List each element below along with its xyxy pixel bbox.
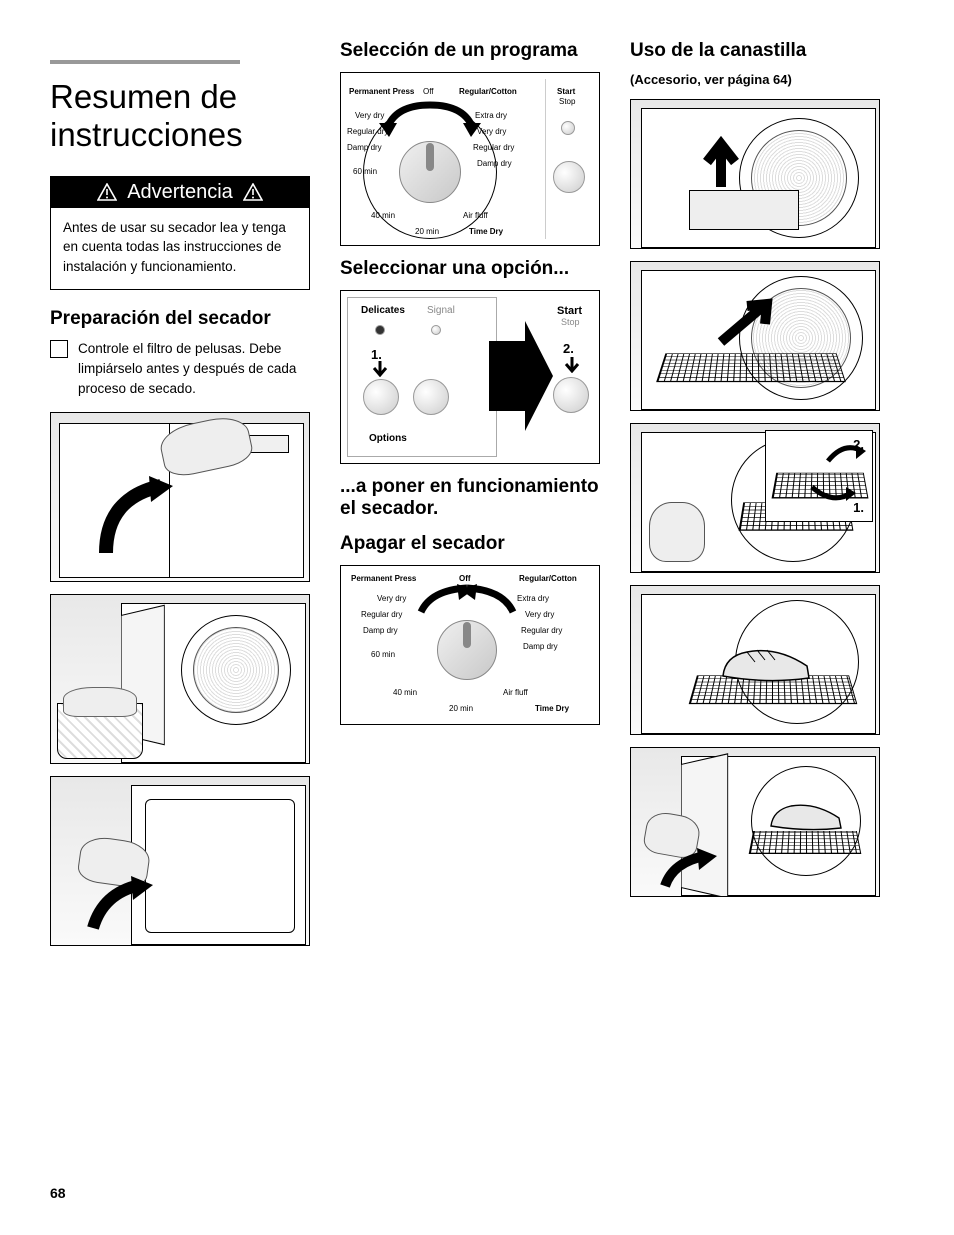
illus-program-dial: Permanent Press Off Regular/Cotton Very … — [340, 72, 600, 246]
lbl-off-ddr: Damp dry — [523, 642, 558, 651]
lbl-off-ed: Extra dry — [517, 594, 549, 603]
illus-off-dial: Permanent Press Off Regular/Cotton Very … — [340, 565, 600, 725]
lbl-very-dry-l: Very dry — [355, 111, 384, 120]
warning-body-text: Antes de usar su secador lea y tenga en … — [51, 208, 309, 289]
prep-heading: Preparación del secador — [50, 308, 310, 330]
lbl-40: 40 min — [371, 211, 395, 220]
option-button-1-icon — [363, 379, 399, 415]
lbl-off-td: Time Dry — [535, 704, 569, 713]
column-2: Selección de un programa Permanent Press… — [340, 40, 600, 958]
lbl-airfluff: Air fluff — [463, 211, 488, 220]
lbl-off-pp: Permanent Press — [351, 574, 416, 583]
lbl-off-60: 60 min — [371, 650, 395, 659]
warning-triangle-icon — [97, 183, 117, 201]
select-option-heading: Seleccionar una opción... — [340, 258, 600, 280]
indicator-light-icon — [561, 121, 575, 135]
illus-basket-3: 2. 1. — [630, 423, 880, 573]
lbl-reg-dry-l: Regular dry — [347, 127, 388, 136]
lbl-reg-dry-r: Regular dry — [473, 143, 514, 152]
step-2-label: 2. — [563, 341, 574, 356]
lbl-60: 60 min — [353, 167, 377, 176]
lbl-options: Options — [369, 433, 407, 444]
warning-triangle-icon — [243, 183, 263, 201]
checklist-row: Controle el filtro de pelusas. Debe limp… — [50, 339, 310, 398]
basket-heading: Uso de la canastilla — [630, 40, 880, 62]
lbl-off-rd: Regular dry — [361, 610, 402, 619]
select-program-heading: Selección de un programa — [340, 40, 600, 62]
turn-off-heading: Apagar el secador — [340, 533, 600, 555]
column-1: Resumen de instrucciones Advertencia Ant… — [50, 40, 310, 958]
delicates-indicator-icon — [375, 325, 385, 335]
lbl-off-rc: Regular/Cotton — [519, 574, 577, 583]
lbl-extra-dry: Extra dry — [475, 111, 507, 120]
lbl-stop-2: Stop — [561, 317, 580, 327]
illus-basket-1 — [630, 99, 880, 249]
warning-box: Advertencia Antes de usar su secador lea… — [50, 176, 310, 290]
lbl-off-vd: Very dry — [377, 594, 406, 603]
arrow-in-icon — [711, 292, 781, 352]
column-3: Uso de la canastilla (Accesorio, ver pág… — [630, 40, 880, 958]
page-number: 68 — [50, 1185, 66, 1201]
start-button-icon — [553, 161, 585, 193]
illus-close-door — [50, 776, 310, 946]
lbl-very-dry-r: Very dry — [477, 127, 506, 136]
lbl-off: Off — [423, 87, 434, 96]
illus-basket-5 — [630, 747, 880, 897]
illus-load-laundry — [50, 594, 310, 764]
lbl-reg-cotton: Regular/Cotton — [459, 87, 517, 96]
page-title: Resumen de instrucciones — [50, 78, 310, 154]
lbl-signal: Signal — [427, 305, 455, 316]
option-button-2-icon — [413, 379, 449, 415]
illus-options-panel: Delicates Signal 1. Options Start Stop 2… — [340, 290, 600, 464]
lbl-start: Start — [557, 87, 575, 96]
flow-arrow-icon — [489, 321, 553, 431]
lbl-damp-dry-l: Damp dry — [347, 143, 382, 152]
lbl-off-off: Off — [459, 574, 471, 583]
lbl-20: 20 min — [415, 227, 439, 236]
arrow-close-icon — [657, 848, 725, 894]
checkbox-icon — [50, 340, 68, 358]
lbl-off-20: 20 min — [449, 704, 473, 713]
illus-basket-2 — [630, 261, 880, 411]
lbl-perm-press: Permanent Press — [349, 87, 414, 96]
lbl-off-rdr: Regular dry — [521, 626, 562, 635]
title-rule — [50, 60, 240, 64]
check-text: Controle el filtro de pelusas. Debe limp… — [78, 339, 310, 398]
basket-sub: (Accesorio, ver página 64) — [630, 72, 880, 87]
signal-indicator-icon — [431, 325, 441, 335]
arrow-up-icon — [691, 132, 751, 192]
shoe-icon — [767, 796, 847, 836]
lbl-timedry: Time Dry — [469, 227, 503, 236]
lbl-damp-dry-r: Damp dry — [477, 159, 512, 168]
lbl-delicates: Delicates — [361, 305, 405, 316]
lbl-off-40: 40 min — [393, 688, 417, 697]
lbl-off-dd: Damp dry — [363, 626, 398, 635]
illus-basket-4 — [630, 585, 880, 735]
lbl-start-2: Start — [557, 305, 582, 317]
start-button-2-icon — [553, 377, 589, 413]
lbl-off-af: Air fluff — [503, 688, 528, 697]
lbl-off-vdr: Very dry — [525, 610, 554, 619]
lbl-stop: Stop — [559, 97, 575, 106]
warning-label: Advertencia — [127, 181, 233, 204]
shoe-icon — [717, 638, 817, 688]
run-dryer-heading: ...a poner en funcionamiento el secador. — [340, 476, 600, 520]
illus-lint-filter — [50, 412, 310, 582]
warning-header: Advertencia — [51, 177, 309, 208]
